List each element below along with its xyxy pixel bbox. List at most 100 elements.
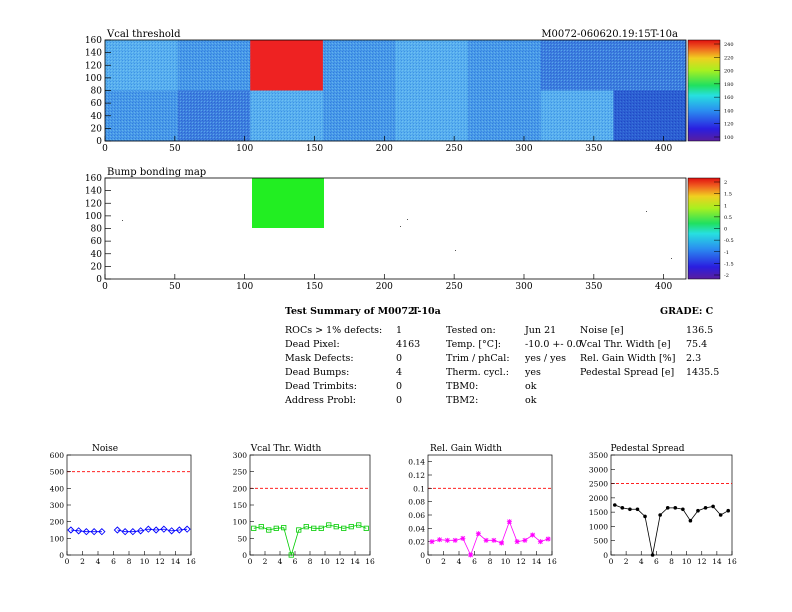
bump-palette-ticks: 2 1.5 1 0.5 0 -0.5 -1 -1.5 -2 [714,180,734,279]
x-tick-label: 12 [155,557,165,566]
summary-label: Noise [e] [580,325,624,336]
y-tick-label: 1500 [589,508,608,517]
data-point [696,508,700,513]
chart-3: Pedestal Spread 0 500 1000 1500 2000 2500 3000 3… [589,444,737,566]
x-tick-label: 8 [669,557,674,566]
chart-title: Pedestal Spread [610,444,684,454]
palette-tick-label: 2 [724,180,727,186]
y-tick-label: 160 [85,174,102,184]
y-tick-label: 2500 [589,480,608,489]
vcal-roc-tile [250,90,324,142]
data-point [296,527,302,533]
chart-1: Vcal Thr. Width 0 50 100 150 200 250 300 0 2 4 6 8 10… [233,444,375,566]
y-tick-label: 3500 [589,451,608,460]
data-point [341,525,347,531]
palette-tick-label: -2 [724,273,729,279]
bump-dead-roc-block [252,178,324,228]
vcal-roc-tiles [105,40,687,142]
x-tick-label: 0 [609,557,614,566]
data-point [650,553,655,557]
data-point [628,507,632,512]
x-tick-label: 0 [248,557,253,566]
data-point [499,540,505,546]
x-tick-label: 350 [585,282,602,292]
data-point [356,522,362,528]
vcal-roc-tile [540,40,614,91]
data-point [506,519,512,525]
data-point [711,504,715,509]
x-tick-label: 2 [80,557,85,566]
data-point [620,506,625,510]
x-tick-label: 200 [376,282,393,292]
data-point [437,537,443,543]
x-tick-label: 6 [111,557,116,566]
data-point [726,508,731,513]
y-tick-label: 600 [50,451,65,460]
bump-dead-pixel [122,220,123,221]
summary-value: ok [525,395,537,406]
data-point [429,539,435,545]
data-point [98,528,106,536]
summary-label: Temp. [°C]: [446,339,501,350]
summary-label: Trim / phCal: [446,353,510,364]
summary-performance-column: Noise [e] 136.5 Vcal Thr. Width [e] 75.4 Rel… [579,325,719,378]
y-tick-label: 500 [50,468,65,477]
x-tick-label: 2 [263,557,268,566]
data-point [514,539,520,545]
y-tick-label: 50 [237,534,247,543]
summary-value: 136.5 [686,325,713,336]
x-tick-label: 150 [306,144,323,154]
x-tick-label: 4 [639,557,644,566]
palette-tick-label: -1 [724,250,729,256]
x-tick-label: 250 [446,144,463,154]
data-point [491,537,497,543]
vcal-roc-tile [613,90,687,142]
y-tick-label: 40 [91,250,103,260]
y-tick-label: 80 [91,87,103,97]
x-tick-label: 0 [102,144,108,154]
summary-label: Pedestal Spread [e] [580,367,674,378]
grade-label: GRADE: C [660,306,714,317]
y-tick-label: 40 [91,112,103,122]
vcal-map-title: Vcal threshold [106,29,181,40]
y-tick-label: 140 [85,187,102,197]
y-tick-label: 120 [85,199,102,209]
y-tick-label: 0 [603,551,608,560]
data-point [452,537,458,543]
data-point [311,525,317,531]
y-tick-label: 100 [85,212,102,222]
y-tick-label: 0.06 [408,511,425,520]
x-tick-label: 12 [335,557,345,566]
palette-tick-label: -1.5 [724,261,734,267]
x-tick-label: 14 [350,557,360,566]
y-tick-label: 2000 [589,494,608,503]
data-point [113,526,122,534]
vcal-roc-tile [322,40,396,91]
palette-tick-label: 120 [724,122,734,128]
data-point [483,537,489,543]
data-point [363,525,369,531]
x-tick-label: 14 [532,557,542,566]
x-tick-label: 14 [712,557,722,566]
summary-value: 4163 [396,339,420,350]
x-tick-label: 2 [441,557,446,566]
data-point [273,525,279,531]
x-tick-label: 0 [102,282,108,292]
series-line [431,520,549,557]
data-point [545,536,551,542]
x-tick-label: 8 [488,557,493,566]
chart-title: Rel. Gain Width [430,444,502,454]
summary-value: ok [525,381,537,392]
x-tick-label: 16 [365,557,375,566]
y-tick-label: 80 [91,225,103,235]
y-tick-label: 250 [233,468,248,477]
data-point [167,527,176,535]
summary-label: Mask Defects: [285,353,354,364]
y-tick-label: 0 [420,551,425,560]
data-point [266,527,272,533]
x-tick-label: 400 [655,282,672,292]
palette-tick-label: 0.5 [724,215,732,221]
series-line [253,524,367,557]
vcal-roc-tile [250,40,324,91]
y-tick-label: 0.12 [408,471,425,480]
